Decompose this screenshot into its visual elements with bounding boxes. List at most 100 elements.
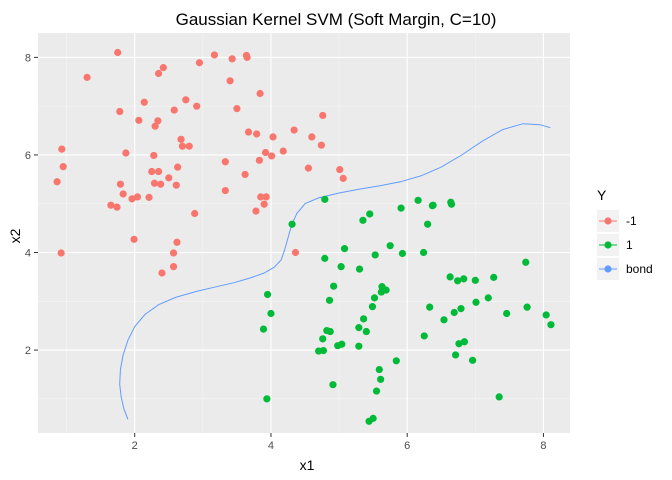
data-point-neg1 xyxy=(170,106,178,114)
data-point-neg1 xyxy=(253,130,261,138)
data-point-neg1 xyxy=(53,178,61,186)
data-point-neg1 xyxy=(116,107,124,116)
data-point-1 xyxy=(355,265,364,273)
data-point-1 xyxy=(370,294,379,302)
data-point-neg1 xyxy=(210,51,219,59)
data-point-neg1 xyxy=(291,248,300,257)
data-point-neg1 xyxy=(221,186,229,195)
data-point-1 xyxy=(323,326,331,335)
data-point-1 xyxy=(267,309,275,318)
data-point-neg1 xyxy=(148,167,156,176)
data-point-1 xyxy=(263,290,272,299)
data-point-1 xyxy=(503,309,511,318)
data-point-neg1 xyxy=(154,117,162,125)
data-point-neg1 xyxy=(221,158,229,166)
data-point-neg1 xyxy=(226,77,234,85)
legend-key-marker xyxy=(604,217,612,225)
data-point-1 xyxy=(426,303,434,311)
data-point-1 xyxy=(420,332,428,340)
data-point-1 xyxy=(460,338,469,346)
data-point-1 xyxy=(450,308,458,317)
data-point-neg1 xyxy=(191,209,199,218)
data-point-1 xyxy=(259,325,268,333)
data-point-1 xyxy=(523,303,531,311)
data-point-1 xyxy=(398,249,407,258)
data-point-neg1 xyxy=(130,235,138,243)
data-point-neg1 xyxy=(122,149,130,157)
data-point-neg1 xyxy=(107,201,115,209)
data-point-1 xyxy=(468,356,477,364)
data-point-neg1 xyxy=(195,59,204,67)
legend-label: -1 xyxy=(626,214,637,228)
data-point-neg1 xyxy=(244,128,253,136)
data-point-neg1 xyxy=(177,135,185,143)
x-tick-label: 6 xyxy=(404,440,410,452)
legend-label: 1 xyxy=(626,238,633,252)
data-point-1 xyxy=(321,195,329,203)
data-point-1 xyxy=(414,196,422,204)
data-point-neg1 xyxy=(290,126,298,134)
data-point-neg1 xyxy=(279,147,287,155)
y-axis-label: x2 xyxy=(7,228,23,243)
data-point-1 xyxy=(472,298,480,306)
data-point-neg1 xyxy=(308,133,316,141)
data-point-neg1 xyxy=(83,73,91,81)
data-point-1 xyxy=(325,296,334,304)
data-point-neg1 xyxy=(193,102,201,110)
data-point-neg1 xyxy=(255,156,263,164)
data-point-1 xyxy=(375,365,383,374)
legend-key-marker xyxy=(604,241,612,249)
series-layer xyxy=(53,48,555,425)
data-point-neg1 xyxy=(169,263,178,271)
data-point-neg1 xyxy=(165,174,173,182)
data-point-neg1 xyxy=(174,163,182,171)
data-point-neg1 xyxy=(57,249,65,257)
data-point-1 xyxy=(359,216,367,224)
data-point-neg1 xyxy=(150,151,158,160)
data-point-1 xyxy=(547,321,555,329)
data-point-neg1 xyxy=(269,133,277,141)
data-point-1 xyxy=(368,303,377,311)
data-point-1 xyxy=(490,273,498,281)
data-point-1 xyxy=(365,417,373,425)
data-point-neg1 xyxy=(304,164,313,172)
data-point-neg1 xyxy=(182,96,190,104)
axis-ticks xyxy=(34,56,544,437)
data-point-neg1 xyxy=(128,195,136,203)
data-point-1 xyxy=(330,282,338,290)
legend-title: Y xyxy=(597,187,607,203)
data-point-neg1 xyxy=(262,193,270,201)
data-point-1 xyxy=(451,351,460,359)
chart-title: Gaussian Kernel SVM (Soft Margin, C=10) xyxy=(176,10,497,29)
data-point-neg1 xyxy=(185,142,193,150)
data-point-1 xyxy=(440,316,448,324)
data-point-1 xyxy=(454,277,462,285)
data-point-neg1 xyxy=(158,269,166,277)
plot-panel xyxy=(38,33,570,433)
data-point-neg1 xyxy=(150,179,159,187)
data-point-1 xyxy=(397,204,405,212)
y-tick-label: 8 xyxy=(25,52,31,64)
data-point-neg1 xyxy=(336,165,344,174)
data-point-neg1 xyxy=(252,207,260,215)
data-point-neg1 xyxy=(169,249,178,257)
data-point-neg1 xyxy=(339,174,347,182)
data-point-neg1 xyxy=(159,64,167,72)
data-point-1 xyxy=(484,294,492,302)
data-point-1 xyxy=(362,327,370,336)
series-line-bond xyxy=(119,123,551,420)
data-point-1 xyxy=(337,263,345,271)
data-point-neg1 xyxy=(268,152,276,160)
data-point-1 xyxy=(542,311,550,319)
data-point-neg1 xyxy=(228,55,236,63)
data-point-1 xyxy=(377,375,385,383)
x-axis-label: x1 xyxy=(300,457,315,473)
data-point-neg1 xyxy=(172,181,180,189)
data-point-1 xyxy=(522,258,530,266)
data-point-1 xyxy=(319,335,327,343)
data-point-neg1 xyxy=(154,167,163,176)
data-point-1 xyxy=(355,342,363,350)
data-point-neg1 xyxy=(133,193,142,201)
data-point-neg1 xyxy=(151,122,159,130)
